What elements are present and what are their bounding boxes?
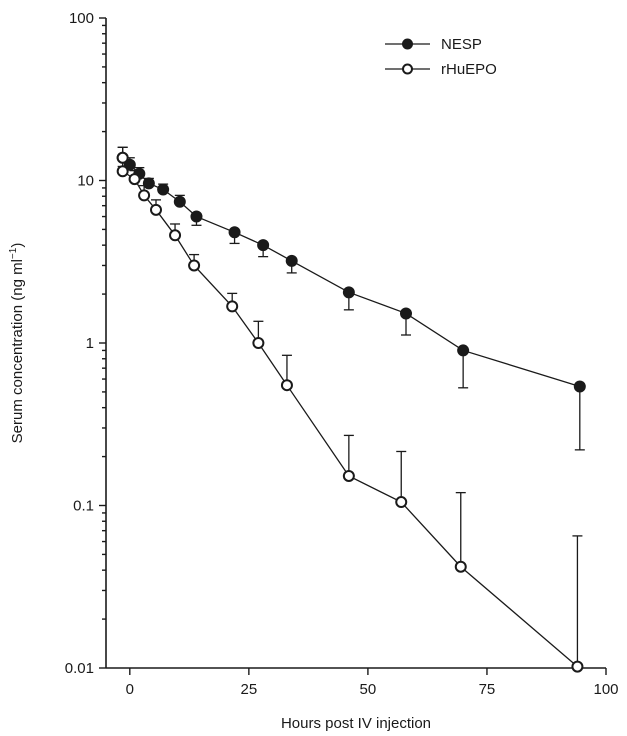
- series-layer: [116, 146, 586, 673]
- series-line: [122, 157, 578, 668]
- data-point-filled: [573, 380, 586, 393]
- series-rhuepo: [116, 146, 584, 673]
- data-point-open: [138, 189, 151, 202]
- data-point-filled: [190, 210, 203, 223]
- legend: NESP rHuEPO: [385, 36, 497, 78]
- data-point-open: [128, 173, 141, 186]
- data-point-filled: [400, 307, 412, 320]
- data-point-filled: [173, 195, 186, 208]
- legend-label: rHuEPO: [441, 61, 497, 78]
- x-ticks: 0 25 50 75 100: [126, 668, 619, 698]
- data-point-open: [342, 469, 355, 482]
- y-tick-label: 0.1: [73, 498, 94, 515]
- data-point-filled: [457, 344, 470, 357]
- y-axis-label-close: ): [9, 243, 26, 248]
- legend-marker: [402, 63, 413, 75]
- data-point-open: [150, 203, 162, 216]
- data-point-open: [226, 300, 239, 313]
- data-point-open: [454, 560, 467, 573]
- series-line: [122, 157, 581, 388]
- data-point-open: [169, 229, 182, 242]
- x-tick-label: 0: [126, 681, 134, 698]
- axes: [105, 18, 606, 669]
- data-point-filled: [285, 254, 298, 267]
- y-axis-label-superscript: −1: [8, 247, 19, 259]
- data-point-filled: [342, 286, 355, 299]
- data-point-filled: [228, 226, 241, 239]
- data-point-open: [252, 337, 265, 349]
- x-tick-label: 50: [360, 681, 377, 698]
- data-point-filled: [257, 239, 270, 252]
- y-tick-label: 1: [86, 335, 94, 352]
- data-point-filled: [157, 183, 170, 196]
- y-tick-label: 100: [69, 10, 94, 27]
- x-tick-label: 75: [479, 681, 496, 698]
- y-axis-label: Serum concentration (ng ml−1): [8, 243, 26, 444]
- data-point-open: [116, 151, 129, 164]
- legend-marker: [402, 38, 413, 50]
- data-point-open: [280, 379, 293, 392]
- data-point-open: [188, 259, 201, 272]
- data-point-filled: [142, 177, 155, 190]
- data-point-open: [571, 660, 584, 673]
- x-axis-label: Hours post IV injection: [281, 715, 431, 732]
- x-tick-label: 100: [593, 681, 618, 698]
- series-nesp: [116, 146, 586, 451]
- y-ticks: 0.01 0.1 1 10 100: [65, 10, 106, 677]
- x-tick-label: 25: [241, 681, 258, 698]
- y-tick-label: 10: [77, 173, 94, 190]
- data-point-open: [116, 165, 129, 178]
- y-axis-label-text: Serum concentration (ng ml: [9, 259, 26, 443]
- data-point-open: [395, 496, 408, 509]
- legend-label: NESP: [441, 36, 482, 53]
- y-tick-label: 0.01: [65, 660, 94, 677]
